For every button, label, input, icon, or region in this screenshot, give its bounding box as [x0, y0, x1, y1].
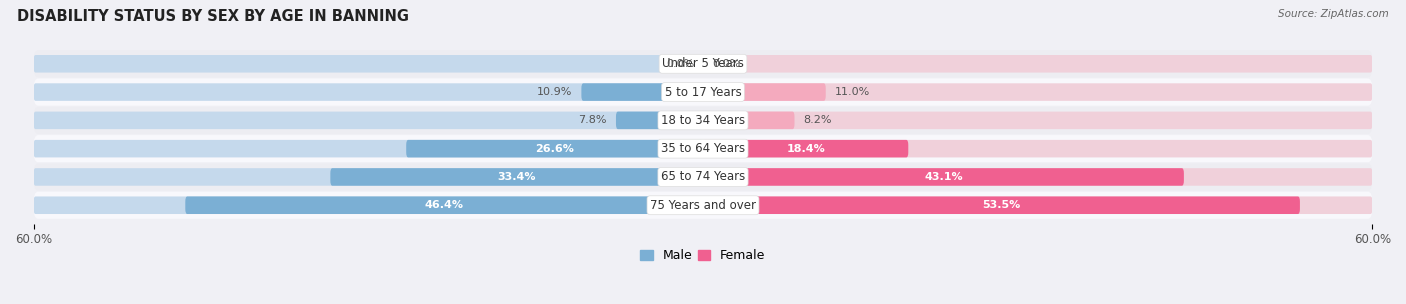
Text: Source: ZipAtlas.com: Source: ZipAtlas.com [1278, 9, 1389, 19]
FancyBboxPatch shape [703, 196, 1301, 214]
Text: 46.4%: 46.4% [425, 200, 464, 210]
Text: 5 to 17 Years: 5 to 17 Years [665, 86, 741, 98]
Text: 35 to 64 Years: 35 to 64 Years [661, 142, 745, 155]
Text: 43.1%: 43.1% [924, 172, 963, 182]
FancyBboxPatch shape [582, 83, 703, 101]
FancyBboxPatch shape [703, 55, 1372, 73]
FancyBboxPatch shape [703, 168, 1184, 186]
FancyBboxPatch shape [703, 112, 1372, 129]
FancyBboxPatch shape [703, 168, 1372, 186]
Text: 7.8%: 7.8% [578, 116, 607, 125]
Text: 0.0%: 0.0% [666, 59, 695, 69]
FancyBboxPatch shape [34, 55, 703, 73]
FancyBboxPatch shape [406, 140, 703, 157]
FancyBboxPatch shape [703, 140, 1372, 157]
FancyBboxPatch shape [34, 168, 703, 186]
FancyBboxPatch shape [330, 168, 703, 186]
Text: Under 5 Years: Under 5 Years [662, 57, 744, 70]
Text: 18 to 34 Years: 18 to 34 Years [661, 114, 745, 127]
FancyBboxPatch shape [703, 112, 794, 129]
Text: 11.0%: 11.0% [835, 87, 870, 97]
Text: 8.2%: 8.2% [803, 116, 832, 125]
Text: 75 Years and over: 75 Years and over [650, 199, 756, 212]
Text: 0.0%: 0.0% [711, 59, 740, 69]
FancyBboxPatch shape [34, 83, 703, 101]
Text: 33.4%: 33.4% [498, 172, 536, 182]
FancyBboxPatch shape [703, 196, 1372, 214]
Text: 53.5%: 53.5% [983, 200, 1021, 210]
FancyBboxPatch shape [34, 78, 1372, 106]
FancyBboxPatch shape [34, 192, 1372, 219]
Legend: Male, Female: Male, Female [636, 244, 770, 267]
FancyBboxPatch shape [34, 196, 703, 214]
FancyBboxPatch shape [34, 112, 703, 129]
FancyBboxPatch shape [34, 135, 1372, 162]
FancyBboxPatch shape [34, 50, 1372, 77]
FancyBboxPatch shape [34, 107, 1372, 134]
Text: 65 to 74 Years: 65 to 74 Years [661, 171, 745, 183]
FancyBboxPatch shape [186, 196, 703, 214]
FancyBboxPatch shape [703, 140, 908, 157]
Text: 10.9%: 10.9% [537, 87, 572, 97]
FancyBboxPatch shape [703, 83, 825, 101]
FancyBboxPatch shape [34, 140, 703, 157]
Text: 26.6%: 26.6% [536, 144, 574, 154]
Text: 18.4%: 18.4% [786, 144, 825, 154]
Text: DISABILITY STATUS BY SEX BY AGE IN BANNING: DISABILITY STATUS BY SEX BY AGE IN BANNI… [17, 9, 409, 24]
FancyBboxPatch shape [34, 163, 1372, 191]
FancyBboxPatch shape [703, 83, 1372, 101]
FancyBboxPatch shape [616, 112, 703, 129]
